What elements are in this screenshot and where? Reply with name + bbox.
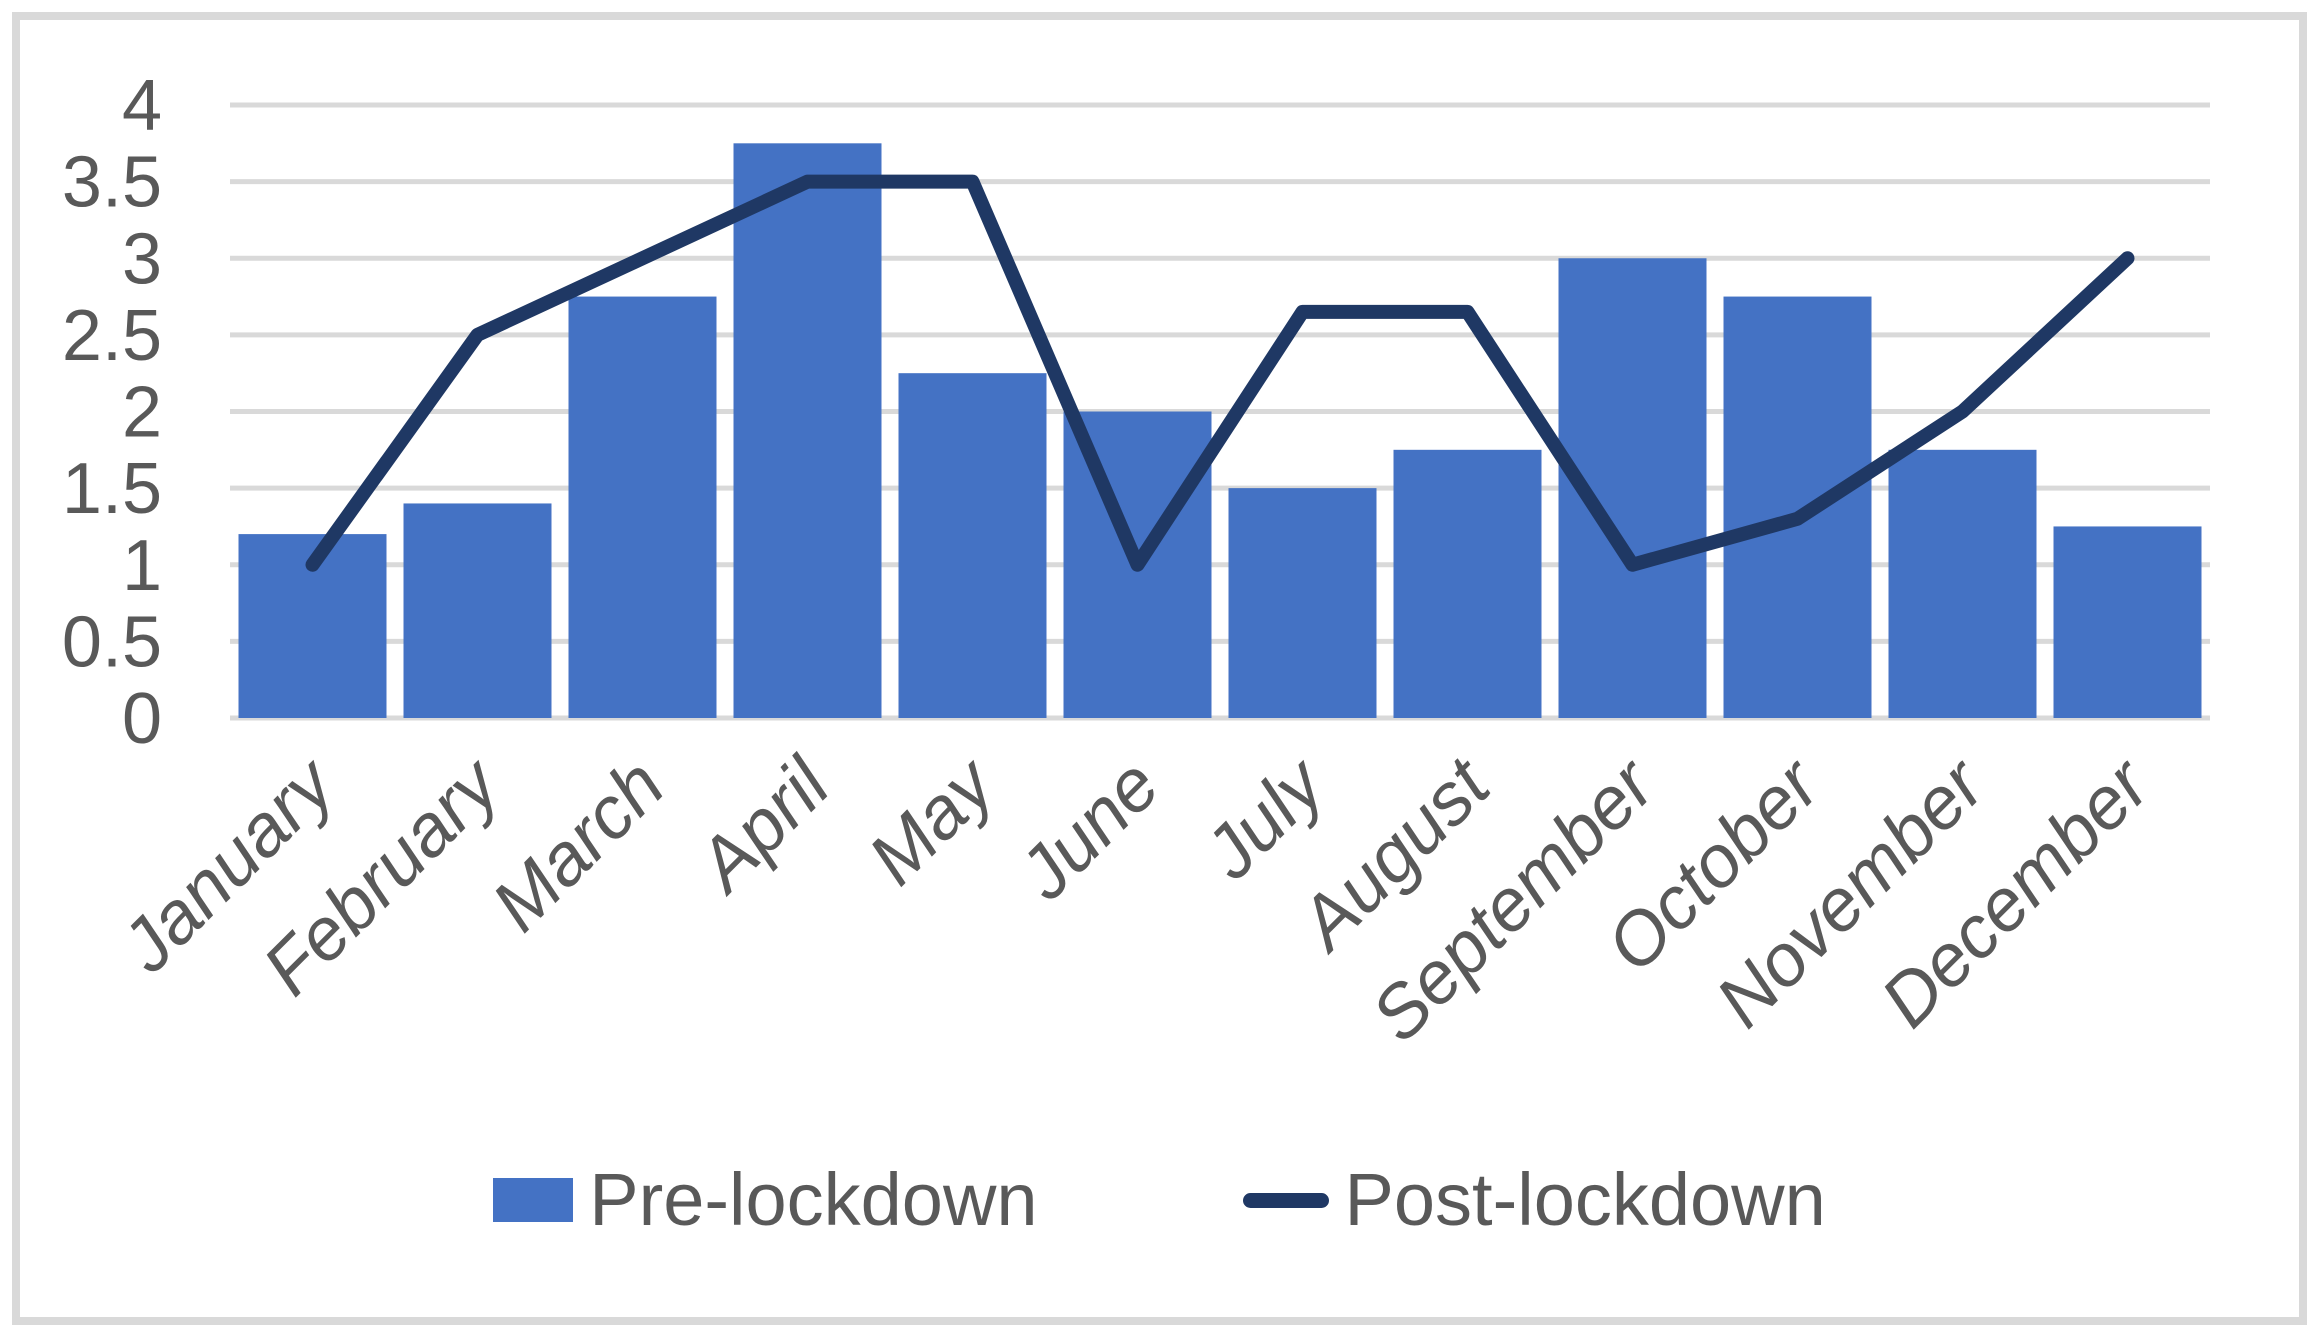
bar-november [1888,449,2037,718]
post-lockdown-line [305,174,2135,572]
y-tick-label: 0.5 [62,602,162,682]
y-tick-label: 1.5 [62,449,162,529]
y-tick-label: 3 [122,219,162,299]
figure-border [12,12,2307,1325]
x-tick-label-may: May [852,740,1012,900]
bar-december [2053,526,2202,718]
y-tick-label: 0 [122,679,162,759]
bar-april [733,143,882,718]
x-tick-label-april: April [679,741,847,909]
x-tick-label-march: March [476,743,680,947]
bar-august [1393,449,1542,718]
bar-july [1228,488,1377,718]
y-tick-label: 1 [122,526,162,606]
x-tick-label-june: June [1002,743,1175,916]
y-tick-label: 2.5 [62,296,162,376]
y-tick-label: 4 [122,66,162,146]
bar-october [1723,296,1872,718]
y-tick-label: 3.5 [62,143,162,223]
bar-march [568,296,717,718]
y-tick-label: 2 [122,373,162,453]
bar-may [898,373,1047,718]
bar-february [403,503,552,718]
